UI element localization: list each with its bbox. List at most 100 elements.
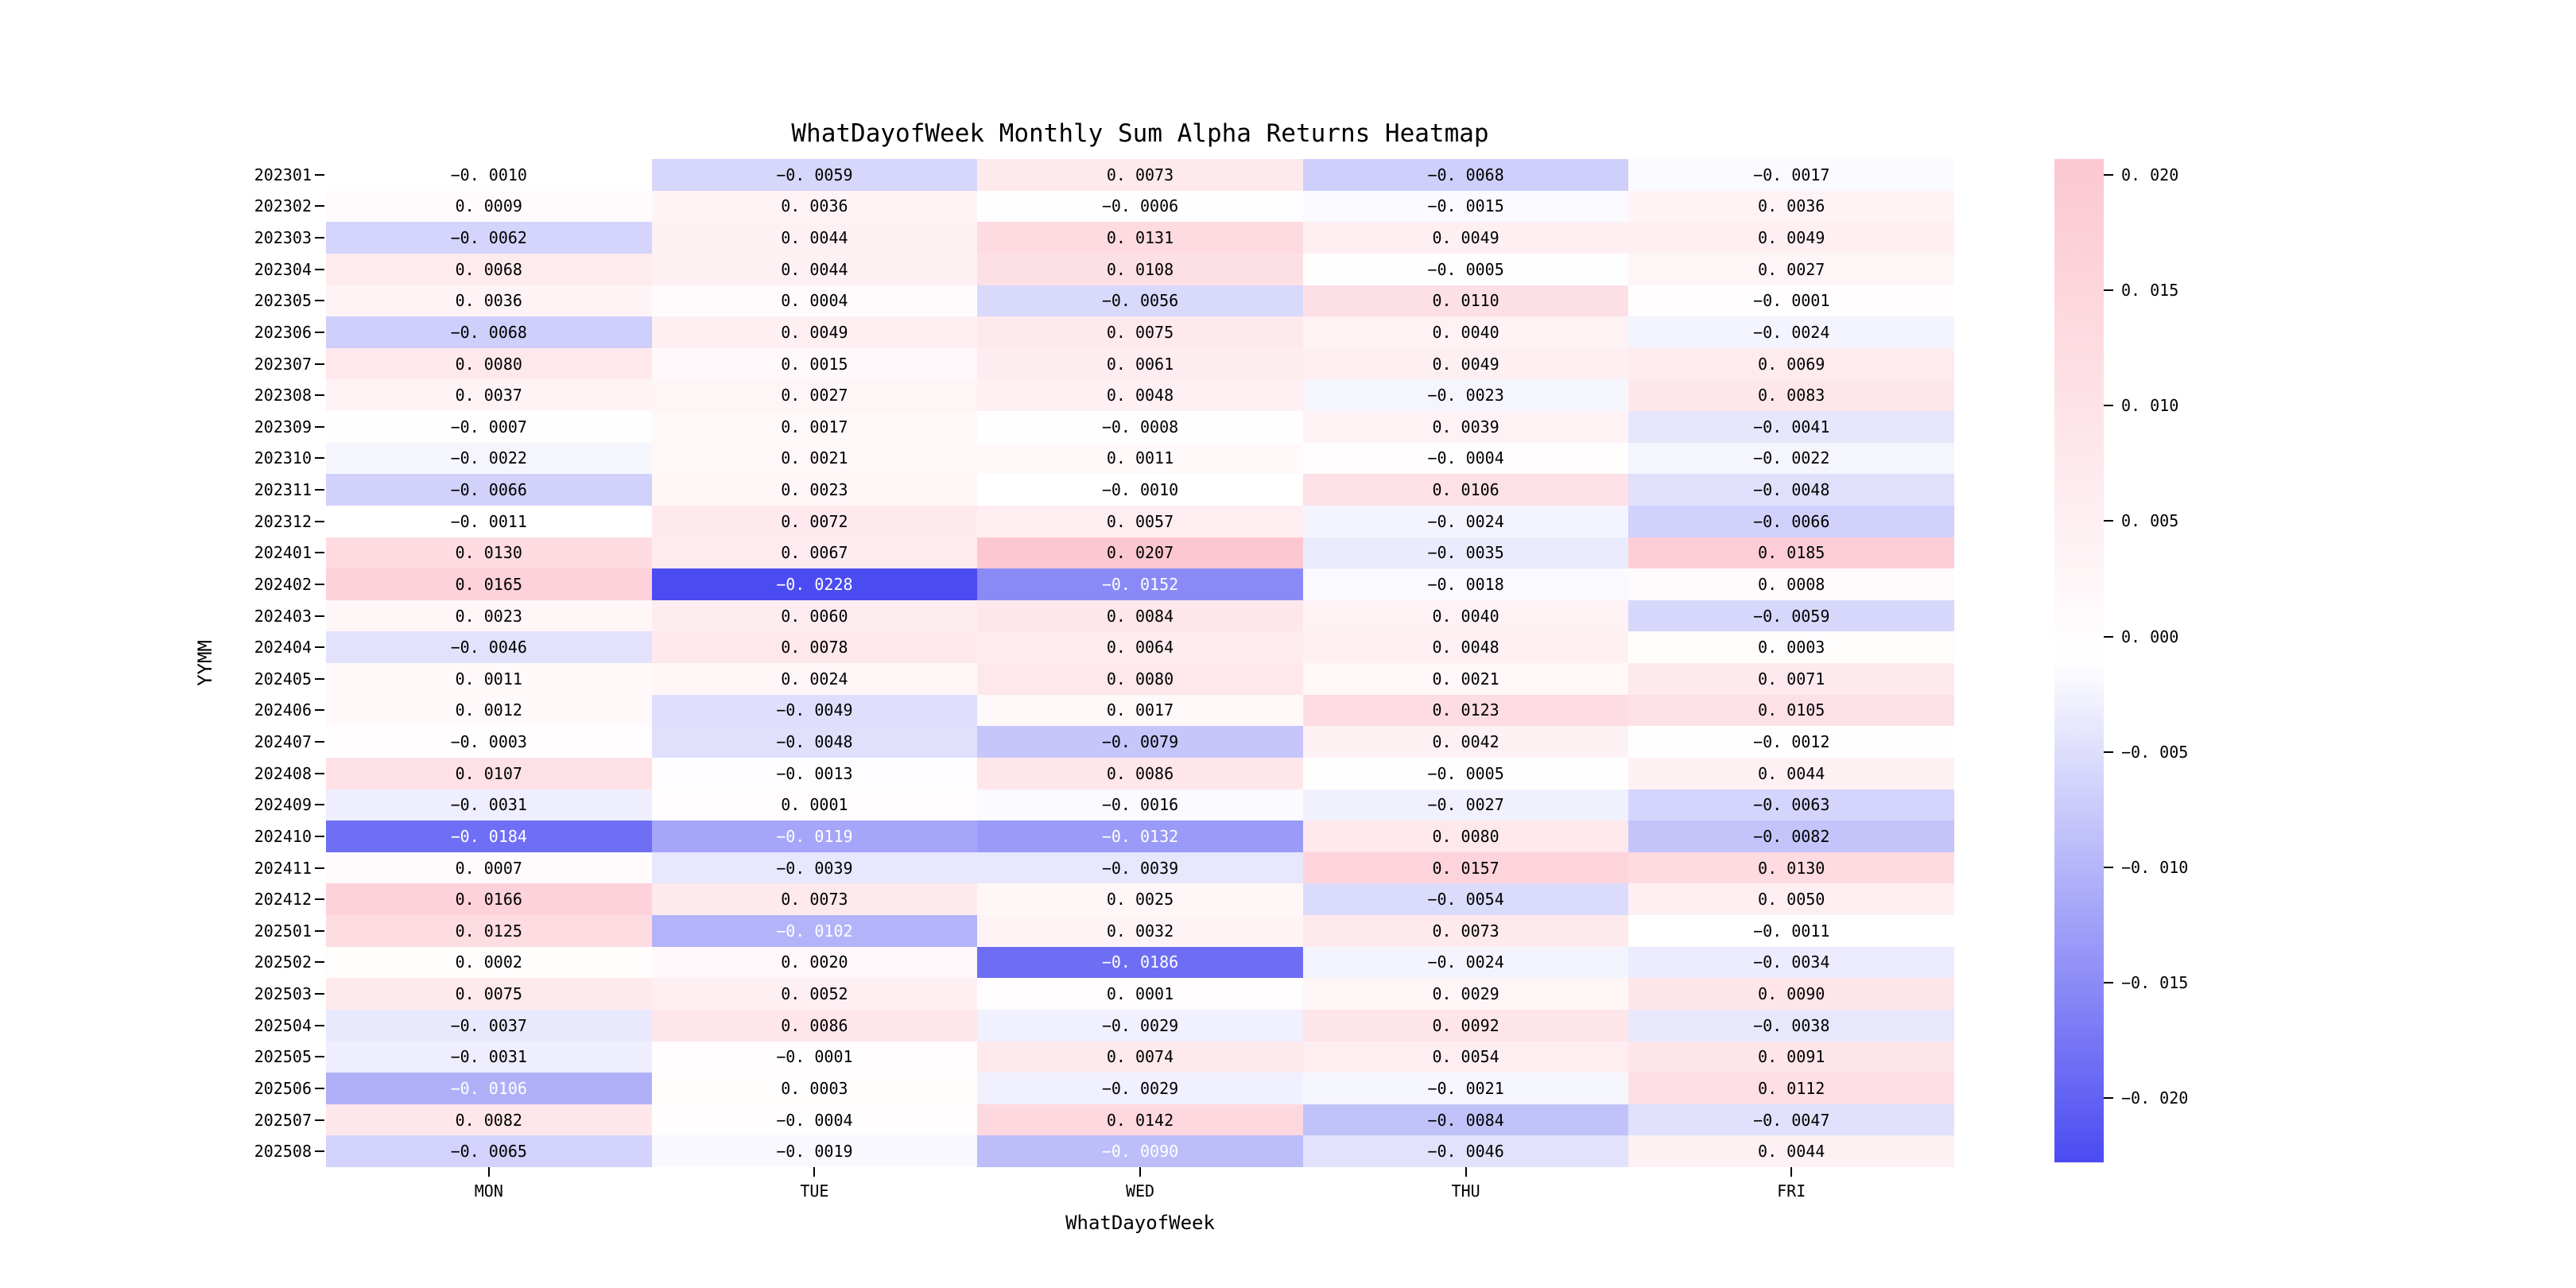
y-tick-label: 202506: [254, 1078, 312, 1098]
heatmap-cell: −0. 0031: [326, 789, 652, 821]
heatmap-cell: 0. 0017: [651, 411, 978, 443]
heatmap-cell: −0. 0034: [1628, 946, 1954, 979]
y-tick-mark: [315, 646, 324, 649]
y-tick-mark: [315, 867, 324, 869]
heatmap-cell: 0. 0040: [1302, 599, 1629, 632]
y-tick-label: 202306: [254, 322, 312, 342]
y-tick-mark: [315, 583, 324, 585]
colorbar-tick-mark: [2104, 174, 2113, 177]
y-tick-mark: [315, 993, 324, 995]
heatmap-cell: −0. 0010: [977, 474, 1303, 506]
colorbar-gradient: [2054, 159, 2104, 1162]
heatmap-cell: 0. 0072: [651, 505, 978, 537]
heatmap-cell: 0. 0049: [1302, 347, 1629, 380]
heatmap-cell: −0. 0029: [977, 1073, 1303, 1104]
heatmap-cell: 0. 0020: [651, 946, 978, 979]
heatmap-cell: 0. 0207: [977, 537, 1303, 569]
heatmap-cell: 0. 0044: [651, 253, 978, 285]
y-tick-mark: [315, 394, 324, 397]
y-tick-label: 202412: [254, 890, 312, 910]
heatmap-cell: −0. 0041: [1628, 411, 1954, 443]
heatmap-cell: −0. 0005: [1302, 253, 1629, 285]
heatmap-cell: −0. 0018: [1302, 568, 1629, 600]
heatmap-cell: −0. 0228: [651, 568, 978, 600]
x-tick-mark: [1790, 1167, 1793, 1177]
colorbar-tick-label: −0. 020: [2121, 1088, 2189, 1108]
heatmap-cell: −0. 0027: [1302, 789, 1629, 821]
heatmap-cell: 0. 0166: [326, 883, 652, 915]
heatmap-cell: −0. 0186: [977, 946, 1303, 979]
heatmap-cell: 0. 0037: [326, 379, 652, 411]
colorbar-tick-label: 0. 020: [2121, 165, 2179, 185]
y-tick-mark: [315, 898, 324, 901]
y-tick-mark: [315, 173, 324, 176]
y-tick-mark: [315, 804, 324, 806]
x-tick-label: TUE: [800, 1181, 829, 1201]
heatmap-cell: −0. 0106: [326, 1073, 652, 1104]
y-tick-mark: [315, 961, 324, 964]
y-tick-label: 202401: [254, 543, 312, 563]
heatmap-cell: 0. 0015: [651, 347, 978, 380]
heatmap-cell: 0. 0017: [977, 694, 1303, 727]
y-tick-label: 202304: [254, 259, 312, 279]
y-tick-label: 202303: [254, 228, 312, 248]
heatmap-cell: −0. 0031: [326, 1041, 652, 1073]
y-tick-label: 202406: [254, 700, 312, 720]
heatmap-cell: 0. 0069: [1628, 347, 1954, 380]
heatmap-cell: −0. 0039: [651, 852, 978, 884]
y-tick-mark: [315, 615, 324, 617]
heatmap-cell: −0. 0068: [326, 316, 652, 348]
heatmap-cell: 0. 0004: [651, 285, 978, 317]
heatmap-cell: 0. 0082: [326, 1104, 652, 1136]
heatmap-cell: 0. 0002: [326, 946, 652, 979]
heatmap-cell: 0. 0036: [1628, 190, 1954, 223]
y-tick-mark: [315, 205, 324, 208]
heatmap-cell: −0. 0048: [1628, 474, 1954, 506]
y-tick-label: 202402: [254, 574, 312, 594]
y-tick-label: 202409: [254, 795, 312, 815]
heatmap-cell: −0. 0023: [1302, 379, 1629, 411]
heatmap-cell: −0. 0048: [651, 726, 978, 758]
colorbar-tick-mark: [2104, 751, 2113, 753]
y-tick-mark: [315, 363, 324, 365]
heatmap-cell: 0. 0130: [326, 537, 652, 569]
heatmap-cell: 0. 0073: [1302, 915, 1629, 947]
heatmap-cell: −0. 0021: [1302, 1073, 1629, 1104]
colorbar-tick-mark: [2104, 1096, 2113, 1099]
heatmap-cell: 0. 0001: [977, 978, 1303, 1010]
colorbar-tick-label: −0. 005: [2121, 742, 2189, 762]
y-tick-label: 202311: [254, 480, 312, 500]
heatmap-cell: −0. 0013: [651, 757, 978, 789]
heatmap-cell: 0. 0130: [1628, 852, 1954, 884]
heatmap-cell: −0. 0010: [326, 159, 652, 191]
heatmap-cell: 0. 0048: [1302, 631, 1629, 663]
x-axis-label: WhatDayofWeek: [1065, 1212, 1215, 1234]
y-tick-label: 202410: [254, 826, 312, 846]
heatmap-cell: −0. 0079: [977, 726, 1303, 758]
heatmap-cell: 0. 0125: [326, 915, 652, 947]
heatmap-cell: −0. 0024: [1302, 946, 1629, 979]
heatmap-cell: 0. 0044: [651, 222, 978, 254]
heatmap-cell: 0. 0075: [977, 316, 1303, 348]
x-tick-mark: [487, 1167, 490, 1177]
y-tick-label: 202307: [254, 354, 312, 374]
heatmap-cell: 0. 0106: [1302, 474, 1629, 506]
heatmap-cell: −0. 0004: [651, 1104, 978, 1136]
y-tick-mark: [315, 1087, 324, 1089]
y-tick-label: 202309: [254, 417, 312, 436]
y-tick-label: 202308: [254, 386, 312, 405]
heatmap-cell: −0. 0022: [326, 442, 652, 475]
heatmap-cell: 0. 0105: [1628, 694, 1954, 727]
heatmap-cell: −0. 0102: [651, 915, 978, 947]
y-tick-label: 202501: [254, 921, 312, 941]
heatmap-cell: 0. 0061: [977, 347, 1303, 380]
y-tick-mark: [315, 552, 324, 554]
heatmap-cell: 0. 0075: [326, 978, 652, 1010]
heatmap-cell: 0. 0029: [1302, 978, 1629, 1010]
x-tick-label: MON: [474, 1181, 503, 1201]
heatmap-cell: −0. 0019: [651, 1135, 978, 1167]
y-tick-mark: [315, 268, 324, 270]
heatmap-cell: −0. 0065: [326, 1135, 652, 1167]
y-tick-mark: [315, 1150, 324, 1153]
colorbar-tick-label: 0. 005: [2121, 511, 2179, 531]
